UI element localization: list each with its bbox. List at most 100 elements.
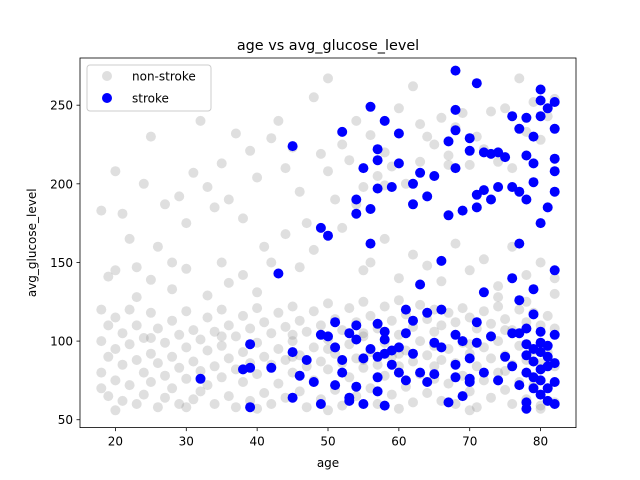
data-point-stroke [549,358,560,369]
data-point-non-stroke [181,342,192,353]
data-point-stroke [507,182,518,192]
data-point-non-stroke [323,166,333,177]
legend: non-stroke stroke [86,64,212,112]
data-point-stroke [493,147,504,158]
data-point-non-stroke [500,366,511,376]
data-point-non-stroke [301,326,312,337]
data-point-stroke [351,208,362,219]
data-point-stroke [393,367,404,378]
data-point-non-stroke [223,353,234,364]
data-point-stroke [379,400,390,411]
data-point-stroke [287,347,298,358]
data-point-non-stroke [280,163,291,174]
data-point-stroke [450,372,461,383]
data-point-stroke [507,273,518,284]
data-point-non-stroke [514,73,525,84]
data-point-non-stroke [96,336,107,347]
data-point-non-stroke [160,370,170,381]
data-point-non-stroke [259,388,270,398]
data-point-non-stroke [379,301,390,312]
data-point-non-stroke [145,274,156,285]
data-point-stroke [408,178,418,189]
data-point-non-stroke [195,115,206,126]
data-point-stroke [400,304,411,315]
data-point-non-stroke [535,400,546,411]
data-point-stroke [429,171,440,181]
data-point-stroke [521,367,532,378]
data-point-non-stroke [415,299,426,310]
data-point-non-stroke [514,304,525,315]
data-point-stroke [408,348,418,359]
data-point-non-stroke [287,301,298,312]
data-point-non-stroke [301,218,312,229]
data-point-stroke [294,370,305,381]
data-point-non-stroke [96,205,107,216]
data-point-stroke [436,255,447,266]
y-axis-label: avg_glucose_level [25,188,39,297]
x-tick-label: 20 [108,435,123,449]
data-point-non-stroke [238,213,248,224]
data-point-stroke [535,347,546,358]
data-point-stroke [514,295,525,306]
data-point-stroke [528,158,539,169]
data-point-non-stroke [436,320,447,331]
data-point-stroke [287,141,298,152]
data-point-non-stroke [493,336,504,347]
data-point-stroke [514,328,525,339]
data-point-non-stroke [464,265,475,276]
y-tick-label: 200 [50,177,73,191]
data-point-stroke [344,395,355,406]
y-axis: 50 100 150 200 250 [50,99,80,427]
data-point-non-stroke [351,115,362,126]
data-point-non-stroke [422,131,433,142]
data-point-non-stroke [478,306,489,317]
data-point-stroke [400,375,411,386]
data-point-non-stroke [96,367,107,378]
data-point-stroke [386,359,397,370]
data-point-non-stroke [365,130,376,141]
data-point-non-stroke [124,339,135,350]
data-point-stroke [507,328,518,339]
data-point-non-stroke [174,329,185,340]
data-point-non-stroke [103,351,114,362]
data-point-non-stroke [393,273,404,284]
data-point-stroke [549,329,560,340]
data-point-non-stroke [280,355,291,365]
data-point-non-stroke [131,355,142,365]
y-tick-label: 50 [58,413,73,427]
data-point-non-stroke [202,290,213,301]
data-point-non-stroke [379,233,390,244]
data-point-non-stroke [358,296,369,307]
data-point-non-stroke [131,262,142,273]
data-point-stroke [514,238,525,249]
x-tick-label: 60 [391,435,406,449]
data-point-non-stroke [181,306,192,317]
data-point-non-stroke [450,317,461,328]
data-point-stroke [528,383,539,394]
data-point-stroke [500,351,511,362]
data-point-non-stroke [471,402,482,413]
data-point-stroke [514,380,525,391]
data-point-stroke [443,136,454,147]
data-point-non-stroke [110,344,121,354]
data-point-stroke [323,230,333,241]
data-point-non-stroke [521,270,532,280]
data-point-stroke [393,342,404,353]
data-point-non-stroke [223,320,234,331]
data-point-non-stroke [408,356,418,367]
x-tick-label: 30 [179,435,194,449]
data-point-stroke [429,337,440,348]
data-point-non-stroke [259,241,270,252]
data-point-non-stroke [287,336,298,347]
data-point-stroke [457,205,468,216]
data-point-stroke [315,399,326,409]
data-point-non-stroke [216,372,227,383]
data-point-non-stroke [209,202,220,213]
data-point-stroke [351,320,362,331]
data-point-non-stroke [188,356,199,367]
data-point-non-stroke [294,386,305,397]
data-point-non-stroke [167,257,178,268]
data-point-stroke [372,372,383,383]
data-point-non-stroke [323,405,333,416]
data-point-stroke [514,186,525,197]
